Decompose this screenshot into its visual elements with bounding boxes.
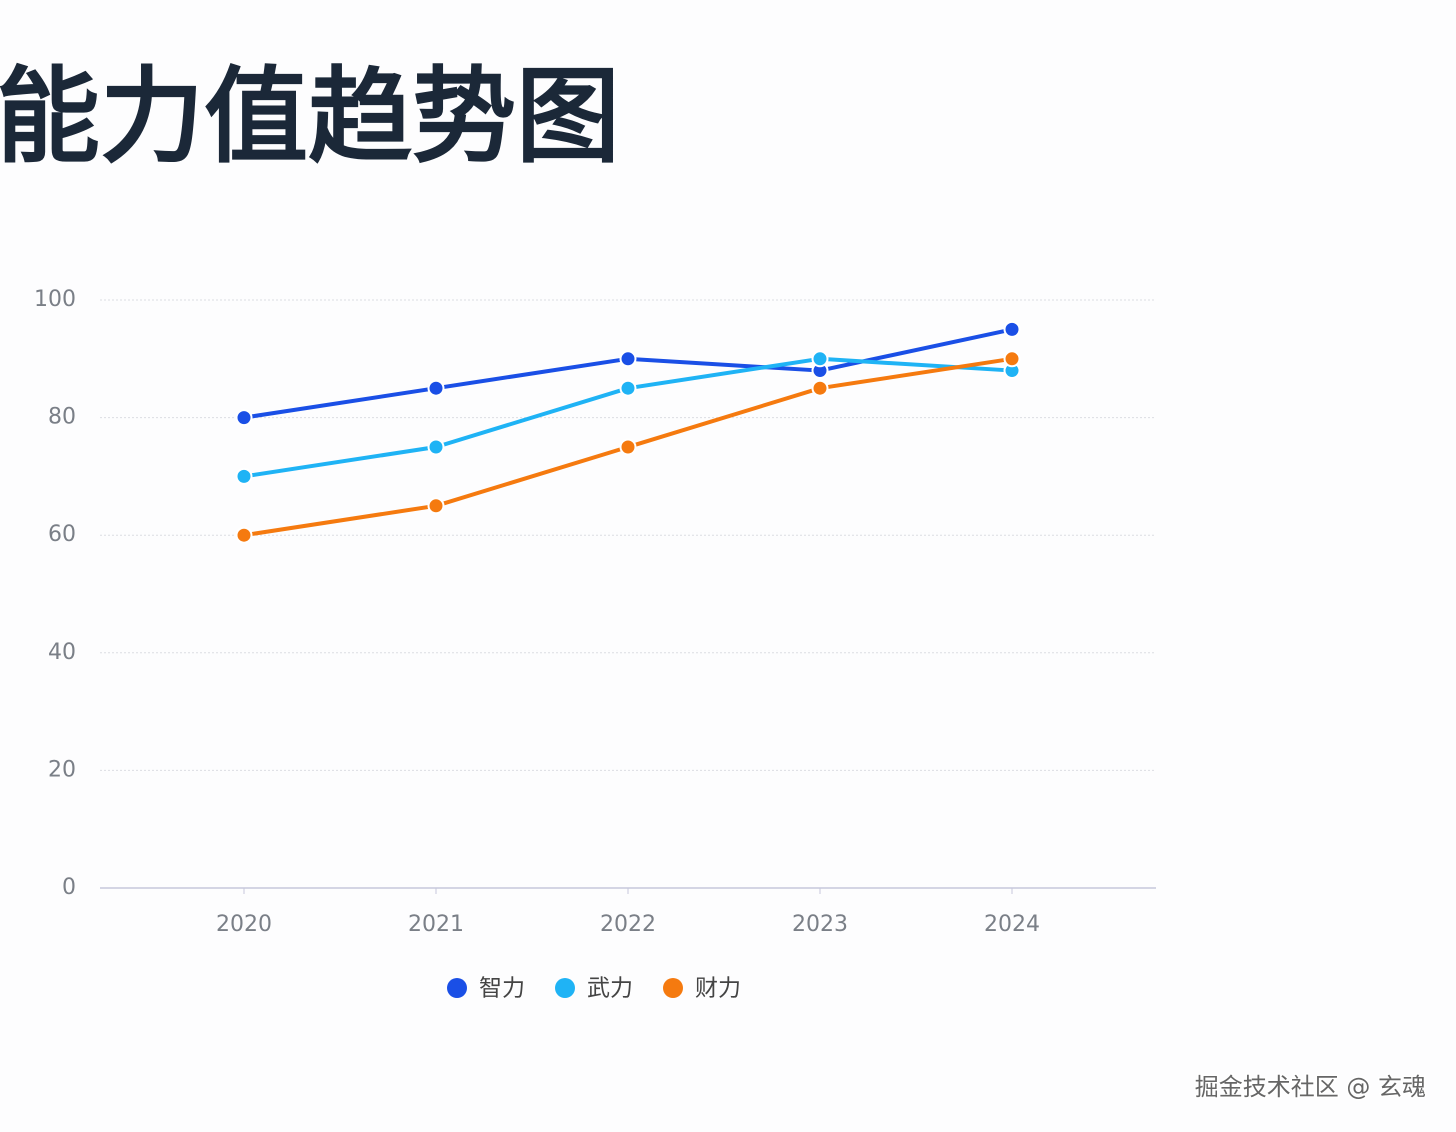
point [619,438,637,456]
y-tick-label: 40 [48,640,76,665]
point [427,438,445,456]
watermark: 掘金技术社区 @ 玄魂 [1195,1073,1426,1101]
point [235,526,253,544]
x-tick-label: 2023 [792,912,848,937]
point [235,467,253,485]
point [1003,350,1021,368]
x-tick-label: 2024 [984,912,1040,937]
y-tick-label: 0 [62,875,76,900]
y-tick-label: 100 [34,287,76,312]
y-tick-label: 20 [48,757,76,782]
point [427,379,445,397]
point [811,350,829,368]
legend-marker [555,978,575,998]
legend-label: 武力 [587,976,633,1002]
point [619,379,637,397]
x-tick-label: 2022 [600,912,656,937]
point [1003,320,1021,338]
point [619,350,637,368]
chart-title: 能力值趋势图 [0,55,620,177]
legend-label: 财力 [695,976,741,1002]
point [427,497,445,515]
point [235,409,253,427]
point [811,379,829,397]
x-tick-label: 2020 [216,912,272,937]
y-tick-label: 60 [48,522,76,547]
series-line [243,327,1013,420]
y-tick-label: 80 [48,405,76,430]
legend-label: 智力 [479,976,525,1002]
legend-marker [663,978,683,998]
legend-marker [447,978,467,998]
x-tick-label: 2021 [408,912,464,937]
